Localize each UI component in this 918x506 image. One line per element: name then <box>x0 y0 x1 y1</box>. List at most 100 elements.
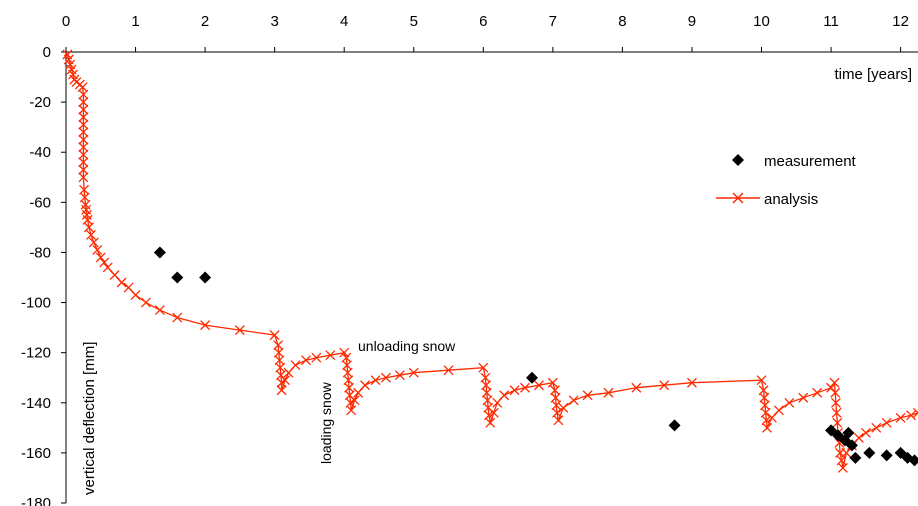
analysis-point <box>895 412 906 423</box>
measurement-point <box>863 446 876 459</box>
y-tick-label: -180 <box>21 495 51 506</box>
analysis-point <box>812 387 823 398</box>
y-tick-label: -40 <box>29 144 51 161</box>
x-tick-label: 6 <box>479 13 487 30</box>
analysis-point <box>78 119 89 130</box>
x-axis-label: time [years] <box>834 66 912 83</box>
analysis-point <box>78 157 89 168</box>
analysis-point <box>881 417 892 428</box>
measurement-point <box>845 439 858 452</box>
analysis-point <box>290 360 301 371</box>
x-tick-label: 10 <box>753 13 770 30</box>
analysis-point <box>78 134 89 145</box>
analysis-point <box>300 355 311 366</box>
analysis-point <box>558 402 569 413</box>
analysis-point <box>269 330 280 341</box>
analysis-point <box>829 377 840 388</box>
measurement-point <box>668 419 681 432</box>
analysis-point <box>339 347 350 358</box>
analysis-point <box>78 142 89 153</box>
analysis-point <box>95 252 106 263</box>
y-tick-label: -140 <box>21 395 51 412</box>
analysis-point <box>83 222 94 233</box>
series-measurement <box>153 246 918 467</box>
x-tick-label: 5 <box>410 13 418 30</box>
analysis-point <box>485 417 496 428</box>
legend-item-analysis: analysis <box>716 191 818 208</box>
analysis-point <box>78 164 89 175</box>
analysis-point <box>568 395 579 406</box>
analysis-point <box>553 415 564 426</box>
analysis-point <box>547 377 558 388</box>
annotation-loading-snow: loading snow <box>318 381 334 464</box>
analysis-point <box>78 172 89 183</box>
analysis-point <box>582 390 593 401</box>
y-tick-label: -100 <box>21 295 51 312</box>
y-ticks: 0 -20 -40 -60 -80 -100 -120 -140 -160 -180 <box>21 44 66 506</box>
analysis-point <box>311 352 322 363</box>
analysis-point <box>360 380 371 391</box>
measurement-point <box>153 246 166 259</box>
analysis-point <box>830 387 841 398</box>
analysis-point <box>92 244 103 255</box>
y-axis-label: vertical deflection [mm] <box>81 342 98 495</box>
x-tick-label: 9 <box>688 13 696 30</box>
analysis-point <box>78 97 89 108</box>
measurement-point <box>842 426 855 439</box>
analysis-point <box>913 407 918 418</box>
series-analysis <box>62 49 918 473</box>
legend-label-measurement: measurement <box>764 153 857 170</box>
x-tick-label: 1 <box>131 13 139 30</box>
analysis-point <box>784 397 795 408</box>
analysis-point <box>831 407 842 418</box>
y-tick-label: -120 <box>21 345 51 362</box>
analysis-point <box>78 89 89 100</box>
analysis-point <box>488 407 499 418</box>
analysis-point <box>603 387 614 398</box>
measurement-point <box>908 454 918 467</box>
analysis-point <box>533 380 544 391</box>
analysis-point <box>116 277 127 288</box>
analysis-point <box>832 417 843 428</box>
analysis-point <box>78 127 89 138</box>
analysis-point <box>349 395 360 406</box>
analysis-point <box>773 405 784 416</box>
analysis-point <box>871 422 882 433</box>
x-ticks: 0 1 2 3 4 5 6 7 8 9 10 11 12 <box>62 13 909 52</box>
analysis-point <box>234 325 245 336</box>
x-mark-icon <box>732 192 744 204</box>
analysis-point <box>88 237 99 248</box>
analysis-point <box>141 297 151 308</box>
analysis-point <box>408 367 419 378</box>
analysis-point <box>346 405 357 416</box>
analysis-point <box>78 112 89 123</box>
y-tick-label: -160 <box>21 445 51 462</box>
analysis-point <box>86 229 96 240</box>
analysis-point <box>276 385 287 396</box>
x-tick-label: 0 <box>62 13 70 30</box>
analysis-point <box>78 104 89 115</box>
x-tick-label: 12 <box>892 13 909 30</box>
x-tick-label: 7 <box>549 13 557 30</box>
analysis-point <box>798 392 809 403</box>
analysis-point <box>78 149 89 160</box>
analysis-point <box>172 312 183 323</box>
analysis-point <box>906 410 917 421</box>
x-tick-label: 4 <box>340 13 348 30</box>
measurement-point <box>171 271 184 284</box>
y-tick-label: -20 <box>29 94 51 111</box>
x-tick-label: 8 <box>618 13 626 30</box>
analysis-point <box>659 380 670 391</box>
analysis-point <box>837 462 848 473</box>
analysis-point <box>631 382 642 393</box>
measurement-point <box>525 371 538 384</box>
analysis-point <box>394 370 405 381</box>
analysis-point <box>499 390 510 401</box>
analysis-point <box>478 362 489 373</box>
legend: measurement analysis <box>716 153 857 208</box>
analysis-point <box>509 385 520 396</box>
y-tick-label: -60 <box>29 194 51 211</box>
measurement-point <box>199 271 212 284</box>
measurement-point <box>880 449 893 462</box>
analysis-point <box>130 290 141 300</box>
